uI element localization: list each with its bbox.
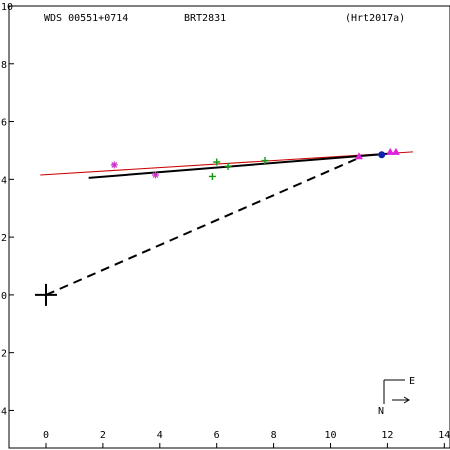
compass-arrow-head (403, 396, 410, 404)
motion-fit-line (88, 152, 394, 179)
x-tick-label: 4 (157, 430, 163, 441)
plus-point (208, 172, 216, 180)
y-tick-label: 6 (1, 118, 7, 129)
data-points (110, 147, 400, 180)
discoverer-label: BRT2831 (184, 13, 226, 24)
x-tick-label: 14 (438, 430, 450, 441)
x-tick-label: 10 (324, 430, 336, 441)
x-tick-label: 0 (43, 430, 49, 441)
plot-frame (8, 5, 450, 449)
asterisk-point (152, 171, 160, 179)
fit-lines (34, 151, 414, 306)
triangle-point (391, 147, 400, 155)
y-tick-label: 2 (1, 233, 7, 244)
y-tick-label: 8 (1, 60, 7, 71)
reference-label: (Hrt2017a) (345, 13, 405, 24)
circle-point (378, 151, 386, 159)
x-tick-label: 8 (271, 430, 277, 441)
y-tick-label: 2 (1, 349, 7, 360)
plus-point (224, 162, 232, 170)
plus-point (213, 158, 221, 166)
wds-id-label: WDS 00551+0714 (44, 13, 128, 24)
triangle-point (386, 147, 395, 155)
x-tick-label: 12 (381, 430, 393, 441)
y-tick-label: 4 (1, 175, 7, 186)
y-tick-label: 4 (1, 406, 7, 417)
compass-north-label: N (378, 406, 384, 417)
compass-east-label: E (409, 376, 415, 387)
x-tick-label: 6 (214, 430, 220, 441)
y-tick-label: 0 (1, 291, 7, 302)
dashed-line (45, 158, 357, 296)
y-tick-label: 10 (1, 2, 13, 13)
compass-rose: E N (378, 376, 415, 417)
asterisk-point (110, 161, 118, 169)
plus-point (261, 157, 269, 165)
triangle-point (354, 152, 363, 160)
x-tick-label: 2 (100, 430, 106, 441)
